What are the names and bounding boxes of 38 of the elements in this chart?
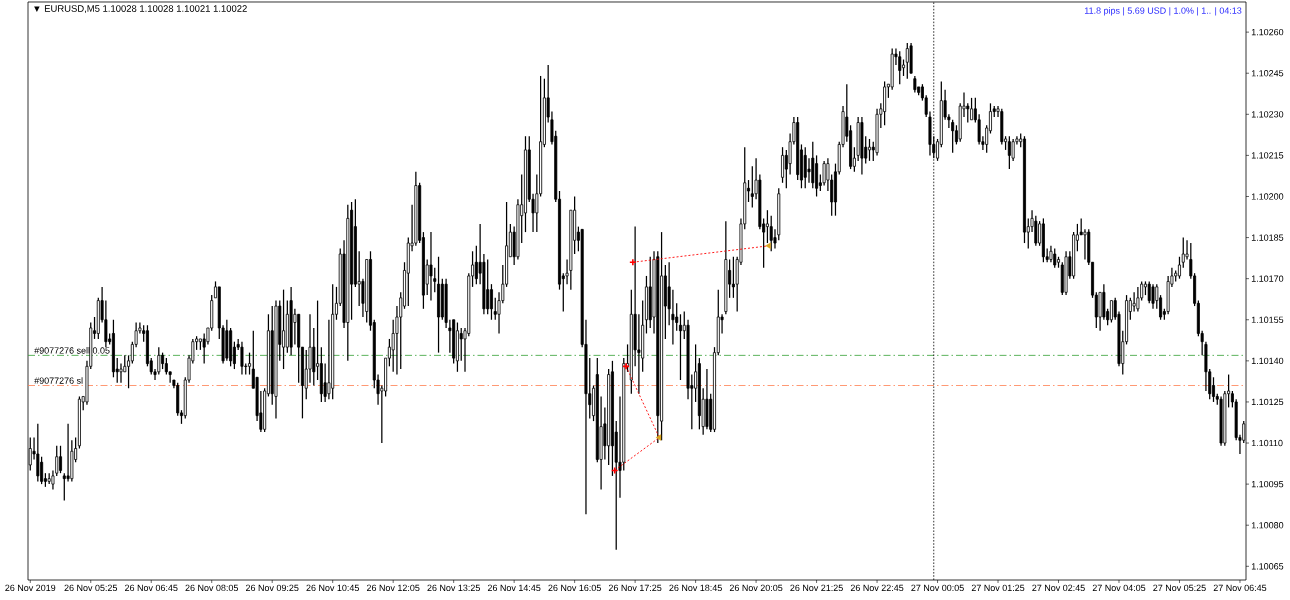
x-tick-label: 26 Nov 22:45 bbox=[850, 584, 904, 592]
x-tick-label: 26 Nov 20:05 bbox=[729, 584, 783, 592]
y-tick-label: 1.10245 bbox=[1251, 70, 1284, 77]
x-tick-label: 26 Nov 17:25 bbox=[608, 584, 662, 592]
chart-title: ▼ EURUSD,M5 1.10028 1.10028 1.10021 1.10022 bbox=[34, 5, 247, 14]
x-tick-label: 26 Nov 06:45 bbox=[125, 584, 178, 592]
x-tick-label: 26 Nov 2019 bbox=[5, 584, 56, 592]
x-tick-label: 26 Nov 14:45 bbox=[487, 584, 541, 592]
y-tick-label: 1.10230 bbox=[1251, 111, 1284, 118]
y-tick-label: 1.10140 bbox=[1251, 357, 1284, 365]
x-tick-label: 26 Nov 08:05 bbox=[185, 584, 238, 592]
y-tick-label: 1.10125 bbox=[1251, 398, 1284, 406]
y-tick-label: 1.10095 bbox=[1251, 480, 1284, 488]
x-tick-label: 27 Nov 06:45 bbox=[1213, 584, 1267, 592]
x-tick-label: 27 Nov 04:05 bbox=[1092, 584, 1146, 592]
x-tick-label: 27 Nov 02:45 bbox=[1032, 584, 1085, 592]
x-tick-label: 27 Nov 01:25 bbox=[971, 584, 1025, 592]
y-tick-label: 1.10215 bbox=[1251, 152, 1284, 159]
y-tick-label: 1.10155 bbox=[1251, 316, 1284, 323]
x-tick-label: 26 Nov 18:45 bbox=[669, 584, 722, 592]
x-tick-label: 26 Nov 16:05 bbox=[548, 584, 601, 592]
x-tick-label: 26 Nov 13:25 bbox=[427, 584, 480, 592]
x-tick-label: 26 Nov 05:25 bbox=[64, 584, 118, 592]
ref-line-label: #9077276 sl bbox=[34, 377, 83, 384]
x-tick-label: 26 Nov 09:25 bbox=[245, 584, 299, 592]
x-tick-label: 26 Nov 10:45 bbox=[306, 584, 359, 592]
y-tick-label: 1.10065 bbox=[1251, 563, 1284, 570]
y-tick-label: 1.10080 bbox=[1251, 522, 1284, 529]
x-tick-label: 26 Nov 12:05 bbox=[366, 584, 420, 592]
y-tick-label: 1.10200 bbox=[1251, 193, 1284, 200]
y-tick-label: 1.10170 bbox=[1251, 275, 1284, 282]
x-tick-label: 27 Nov 05:25 bbox=[1153, 584, 1206, 592]
x-tick-label: 27 Nov 00:05 bbox=[911, 584, 964, 592]
y-tick-label: 1.10260 bbox=[1251, 28, 1284, 36]
y-tick-label: 1.10110 bbox=[1251, 439, 1283, 447]
y-tick-label: 1.10185 bbox=[1251, 234, 1284, 241]
annotation: 11.8 pips | 5.69 USD | 1.0% | 1.. | 04:13 bbox=[1084, 7, 1242, 16]
x-tick-label: 26 Nov 21:25 bbox=[790, 584, 843, 592]
